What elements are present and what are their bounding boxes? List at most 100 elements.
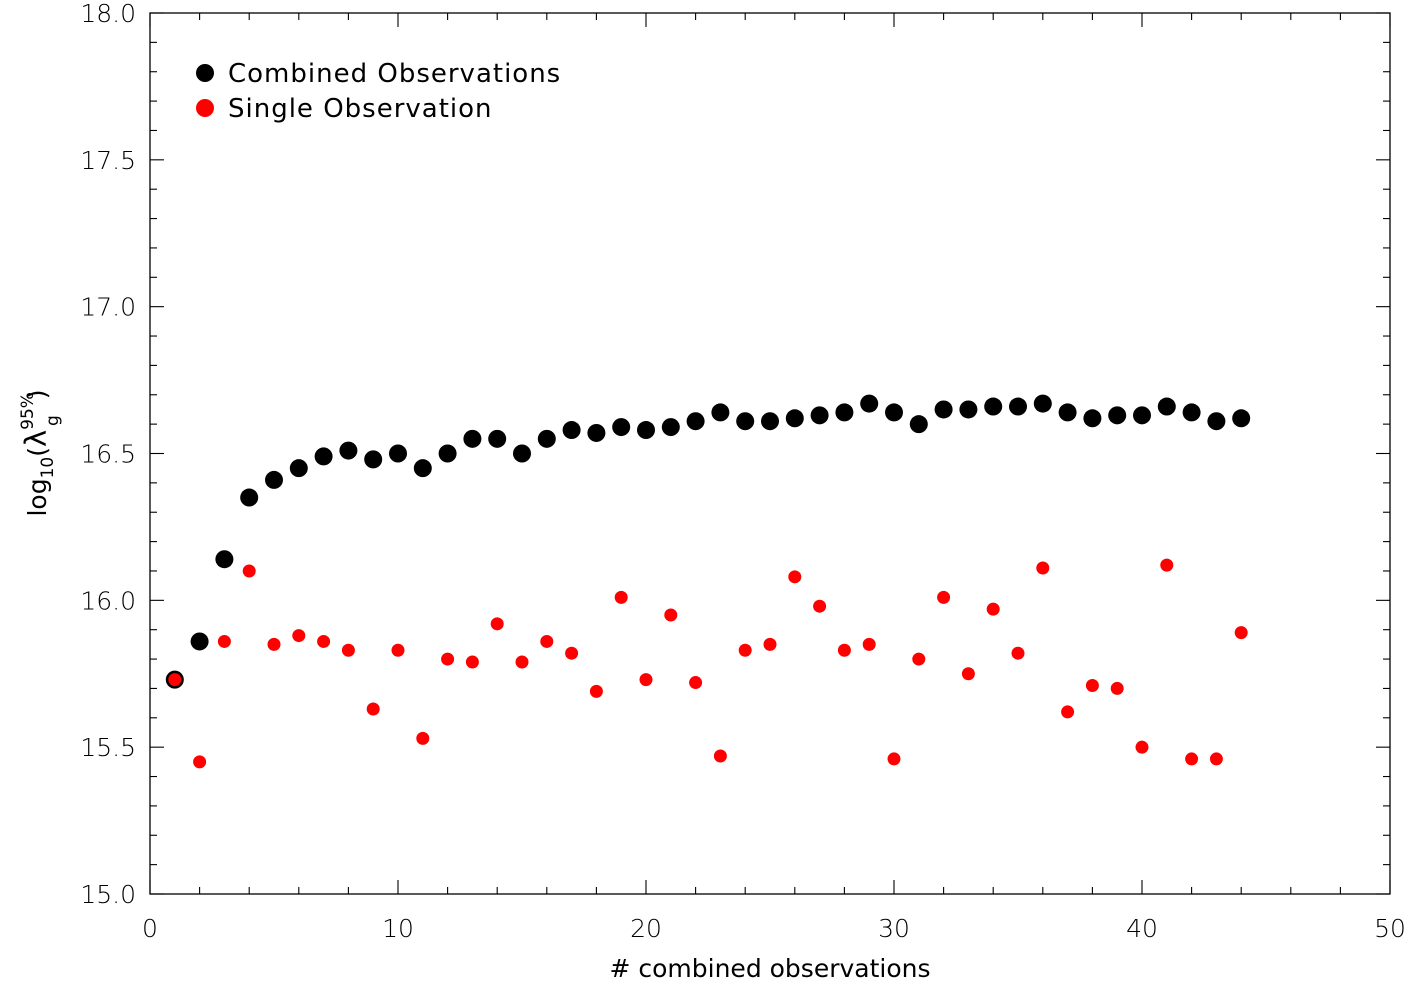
y-tick-label: 18.0 xyxy=(80,0,136,28)
combined-observation-point xyxy=(1232,409,1251,428)
single-observation-point xyxy=(540,634,554,648)
combined-observation-point xyxy=(637,421,655,440)
combined-observation-point xyxy=(314,447,333,466)
data-points xyxy=(165,394,1251,769)
y-tick-label: 15.0 xyxy=(80,880,136,909)
single-observation-point xyxy=(763,637,777,651)
single-observation-point xyxy=(813,599,827,613)
single-observation-point xyxy=(1135,740,1149,754)
x-tick-label: 20 xyxy=(630,914,662,943)
plot-frame xyxy=(149,12,1391,895)
combined-observation-point xyxy=(339,441,358,460)
combined-observation-point xyxy=(190,632,209,651)
single-observation-point xyxy=(837,643,851,657)
x-tick-label: 40 xyxy=(1126,914,1158,943)
y-tick-label: 15.5 xyxy=(80,733,136,762)
combined-observation-point xyxy=(587,423,606,442)
single-observation-point xyxy=(1209,752,1223,766)
y-tick-label: 17.5 xyxy=(80,146,136,175)
legend-marker-combined xyxy=(196,64,214,82)
x-axis-title: # combined observations xyxy=(609,954,930,983)
single-observation-point xyxy=(887,752,901,766)
combined-observation-point xyxy=(1157,397,1176,416)
combined-observation-point xyxy=(1133,406,1151,425)
single-observation-point xyxy=(713,749,727,763)
combined-observation-point xyxy=(711,403,730,422)
single-observation-point xyxy=(788,570,802,584)
single-observation-point xyxy=(961,667,975,681)
y-axis-title: log10(λ95% g) xyxy=(18,389,63,516)
single-observation-point xyxy=(168,673,182,687)
single-observation-point xyxy=(986,602,1000,616)
single-observation-point xyxy=(515,655,529,669)
single-observation-point xyxy=(689,676,703,690)
single-observation-point xyxy=(1110,681,1124,695)
combined-observation-point xyxy=(1182,403,1201,422)
combined-observation-point xyxy=(785,409,804,428)
single-observation-point xyxy=(639,673,653,687)
y-tick-label: 16.5 xyxy=(80,440,136,469)
combined-observation-point xyxy=(612,418,631,437)
single-observation-point xyxy=(1011,646,1025,660)
single-observation-point xyxy=(193,755,207,769)
single-observation-point xyxy=(1160,558,1174,572)
combined-observation-point xyxy=(1058,403,1077,422)
combined-observation-point xyxy=(761,412,779,431)
single-observation-point xyxy=(217,634,231,648)
single-observation-point xyxy=(366,702,380,716)
combined-observation-point xyxy=(934,400,953,419)
x-tick-label: 10 xyxy=(382,914,414,943)
x-tick-label: 50 xyxy=(1374,914,1406,943)
single-observation-point xyxy=(1061,705,1075,719)
single-observation-point xyxy=(317,634,331,648)
combined-observation-point xyxy=(810,406,829,425)
combined-observation-point xyxy=(661,418,680,437)
combined-observation-point xyxy=(686,412,705,431)
combined-observation-point xyxy=(1207,412,1226,431)
combined-observation-point xyxy=(959,400,978,419)
combined-observation-point xyxy=(537,429,556,448)
single-observation-point xyxy=(341,643,355,657)
combined-observation-point xyxy=(364,450,383,469)
combined-observation-point xyxy=(562,421,581,440)
combined-observation-point xyxy=(1009,397,1027,416)
x-tick-label: 0 xyxy=(142,914,158,943)
combined-observation-point xyxy=(438,444,457,463)
combined-observation-point xyxy=(463,429,482,448)
single-observation-point xyxy=(1085,678,1099,692)
combined-observation-point xyxy=(909,415,928,434)
combined-observation-point xyxy=(885,403,903,422)
single-observation-point xyxy=(416,731,430,745)
single-observation-point xyxy=(465,655,479,669)
single-observation-point xyxy=(589,684,603,698)
single-observation-point xyxy=(862,637,876,651)
single-observation-point xyxy=(292,629,306,643)
legend-marker-single xyxy=(196,99,214,117)
single-observation-point xyxy=(391,643,405,657)
axis-ticks xyxy=(149,12,1391,895)
combined-observation-point xyxy=(389,444,407,463)
y-tick-label: 17.0 xyxy=(80,293,136,322)
single-observation-point xyxy=(1185,752,1199,766)
single-observation-point xyxy=(242,564,256,578)
single-observation-point xyxy=(664,608,678,622)
single-observation-point xyxy=(614,590,628,604)
single-observation-point xyxy=(565,646,579,660)
single-observation-point xyxy=(490,617,504,631)
combined-observation-point xyxy=(984,397,1003,416)
combined-observation-point xyxy=(265,470,283,489)
single-observation-point xyxy=(267,637,281,651)
combined-observation-point xyxy=(835,403,854,422)
single-observation-point xyxy=(738,643,752,657)
legend: Combined Observations Single Observation xyxy=(196,59,560,124)
combined-observation-point xyxy=(215,550,234,569)
legend-label-single: Single Observation xyxy=(228,94,493,124)
combined-observation-point xyxy=(289,459,308,478)
single-observation-point xyxy=(912,652,926,666)
combined-observation-point xyxy=(1108,406,1127,425)
combined-observation-point xyxy=(413,459,432,478)
combined-observation-point xyxy=(1083,409,1102,428)
single-observation-point xyxy=(1036,561,1050,575)
axis-tick-labels: 0 10 20 30 40 50 15.0 15.5 16.0 16.5 17.0 17.5 18.0 xyxy=(80,0,1406,943)
